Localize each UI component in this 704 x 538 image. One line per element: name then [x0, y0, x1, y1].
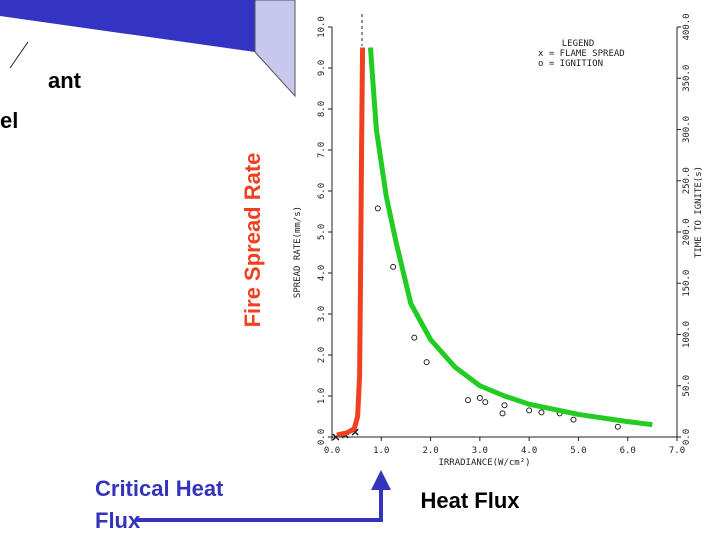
- legend-entry: o = IGNITION: [538, 59, 603, 69]
- legend-entry: x = FLAME SPREAD: [538, 49, 625, 59]
- arrow-head: [371, 470, 391, 490]
- ignition-point: [570, 416, 577, 423]
- leader-line: [9, 41, 29, 69]
- critical-label: Flux: [95, 508, 141, 533]
- y2-tick-label: 300.0: [682, 116, 692, 143]
- ignition-point: [482, 399, 489, 406]
- x-tick-label: 4.0: [521, 446, 537, 456]
- ignition-point: [476, 395, 483, 402]
- side-label: Fire Spread Rate: [240, 153, 265, 328]
- ignition-point: [411, 334, 418, 341]
- y-tick-label: 9.0: [317, 60, 327, 76]
- y2-tick-label: 350.0: [682, 65, 692, 92]
- ignition-point: [501, 402, 508, 409]
- ignition-point: [423, 359, 430, 366]
- fragment-text: ant: [48, 68, 82, 93]
- y-tick-label: 2.0: [317, 347, 327, 363]
- critical-label: Critical Heat: [95, 476, 224, 501]
- y2-tick-label: 250.0: [682, 167, 692, 194]
- chart: 0.0 1.0 2.0 3.0 4.0 5.0 6.0 7.00.01.02.03.04.05…: [293, 13, 704, 468]
- y-tick-label: 5.0: [317, 224, 327, 240]
- ignition-point: [390, 263, 397, 270]
- x-tick-label: 5.0: [570, 446, 586, 456]
- ignition-point: [614, 423, 621, 430]
- x-tick-label: 7.0: [669, 446, 685, 456]
- y2-tick-label: 400.0: [682, 13, 692, 40]
- y-tick-label: 3.0: [317, 306, 327, 322]
- ignition-point: [499, 410, 506, 417]
- bottom-label: Heat Flux: [420, 488, 520, 513]
- y2-axis-label: TIME TO IGNITE(s): [694, 166, 704, 258]
- x-tick-label: 1.0: [373, 446, 389, 456]
- fit-curve: [367, 47, 653, 428]
- x-tick-label: 3.0: [472, 446, 488, 456]
- fit-curve: [336, 47, 366, 438]
- y2-tick-label: 0.0: [682, 429, 692, 445]
- y-tick-label: 7.0: [317, 142, 327, 158]
- y2-tick-label: 150.0: [682, 270, 692, 297]
- y-tick-label: 0.0: [317, 429, 327, 445]
- y-tick-label: 1.0: [317, 388, 327, 404]
- x-tick-label: 0.0: [324, 446, 340, 456]
- panel-side: [254, 0, 296, 98]
- x-tick-label: 2.0: [422, 446, 438, 456]
- fragment-text: el: [0, 108, 18, 133]
- y2-tick-label: 100.0: [682, 321, 692, 348]
- ignition-point: [374, 205, 381, 212]
- panel-front: [0, 0, 255, 52]
- y-tick-label: 8.0: [317, 101, 327, 117]
- ignition-point: [526, 407, 533, 414]
- x-tick-label: 6.0: [620, 446, 636, 456]
- y-axis-label: SPREAD RATE(mm/s): [293, 206, 303, 298]
- arrow-line: [135, 488, 383, 522]
- y-tick-label: 10.0: [317, 16, 327, 38]
- ignition-point: [465, 397, 472, 404]
- x-axis-label: IRRADIANCE(W/cm²): [438, 458, 530, 468]
- y-tick-label: 6.0: [317, 183, 327, 199]
- y-tick-label: 4.0: [317, 265, 327, 281]
- legend-title: LEGEND: [562, 39, 595, 49]
- ignition-point: [538, 409, 545, 416]
- y2-tick-label: 50.0: [682, 375, 692, 397]
- y2-tick-label: 200.0: [682, 218, 692, 245]
